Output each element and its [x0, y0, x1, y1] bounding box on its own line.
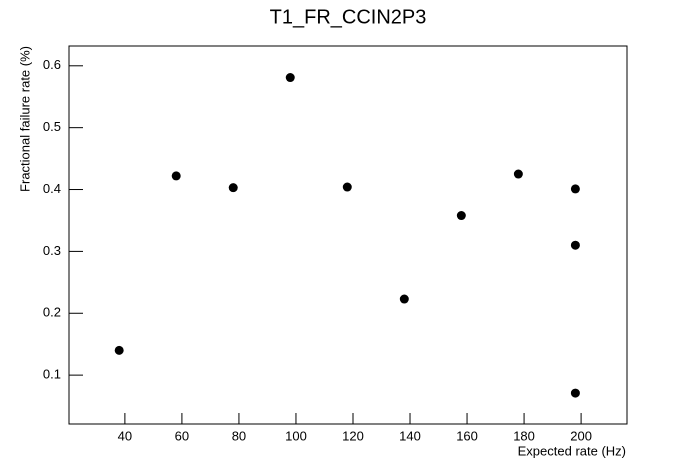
y-tick-label: 0.1: [43, 367, 61, 382]
point: [513, 169, 523, 179]
point: [285, 73, 295, 83]
y-tick-label: 0.3: [43, 243, 61, 258]
x-tick-label: 140: [399, 428, 421, 443]
point: [114, 345, 124, 355]
x-tick-label: 180: [513, 428, 535, 443]
x-tick-label: 80: [232, 428, 246, 443]
point: [342, 182, 352, 192]
y-axis-label: Fractional failure rate (%): [17, 46, 32, 192]
y-tick-label: 0.5: [43, 119, 61, 134]
x-tick-label: 160: [456, 428, 478, 443]
y-tick-label: 0.2: [43, 305, 61, 320]
x-tick-label: 120: [342, 428, 364, 443]
point: [570, 388, 580, 398]
chart-title: T1_FR_CCIN2P3: [270, 6, 427, 28]
y-tick-label: 0.4: [43, 181, 61, 196]
x-tick-label: 200: [570, 428, 592, 443]
point: [570, 240, 580, 250]
point: [570, 184, 580, 194]
x-axis-label: Expected rate (Hz): [518, 443, 626, 458]
point: [399, 294, 409, 304]
plot-frame: [68, 45, 628, 425]
point: [171, 171, 181, 181]
x-tick-label: 100: [285, 428, 307, 443]
point: [228, 183, 238, 193]
x-tick-label: 40: [118, 428, 132, 443]
point: [456, 211, 466, 221]
y-tick-label: 0.6: [43, 57, 61, 72]
x-tick-label: 60: [175, 428, 189, 443]
